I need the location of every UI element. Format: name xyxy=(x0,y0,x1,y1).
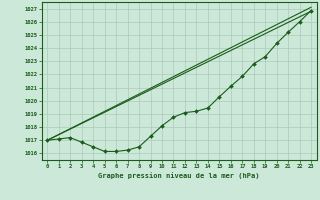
X-axis label: Graphe pression niveau de la mer (hPa): Graphe pression niveau de la mer (hPa) xyxy=(99,172,260,179)
